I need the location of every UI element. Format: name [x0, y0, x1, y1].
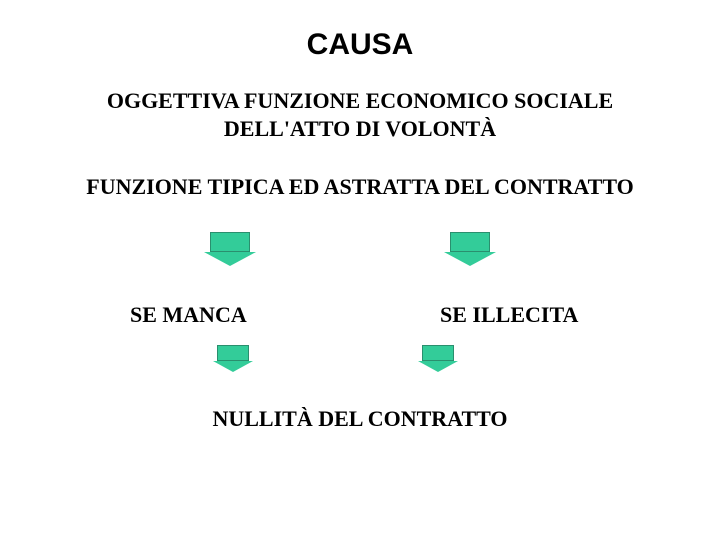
arrow-shaft [450, 232, 490, 252]
subtitle-line-1: OGGETTIVA FUNZIONE ECONOMICO SOCIALE [0, 88, 720, 114]
arrow-head [204, 252, 256, 266]
se-illecita-label: SE ILLECITA [440, 302, 578, 328]
down-arrow-icon [204, 232, 256, 266]
down-arrow-icon [444, 232, 496, 266]
subtitle-line-2: DELL'ATTO DI VOLONTÀ [0, 116, 720, 142]
down-arrow-icon [418, 345, 458, 372]
se-manca-label: SE MANCA [130, 302, 247, 328]
arrow-shaft [217, 345, 249, 361]
arrow-head [444, 252, 496, 266]
slide-stage: CAUSA OGGETTIVA FUNZIONE ECONOMICO SOCIA… [0, 0, 720, 540]
arrow-head [213, 361, 253, 372]
arrow-shaft [210, 232, 250, 252]
funzione-line: FUNZIONE TIPICA ED ASTRATTA DEL CONTRATT… [0, 174, 720, 200]
arrow-head [418, 361, 458, 372]
slide-title: CAUSA [0, 28, 720, 62]
nullita-line: NULLITÀ DEL CONTRATTO [0, 406, 720, 432]
down-arrow-icon [213, 345, 253, 372]
arrow-shaft [422, 345, 454, 361]
